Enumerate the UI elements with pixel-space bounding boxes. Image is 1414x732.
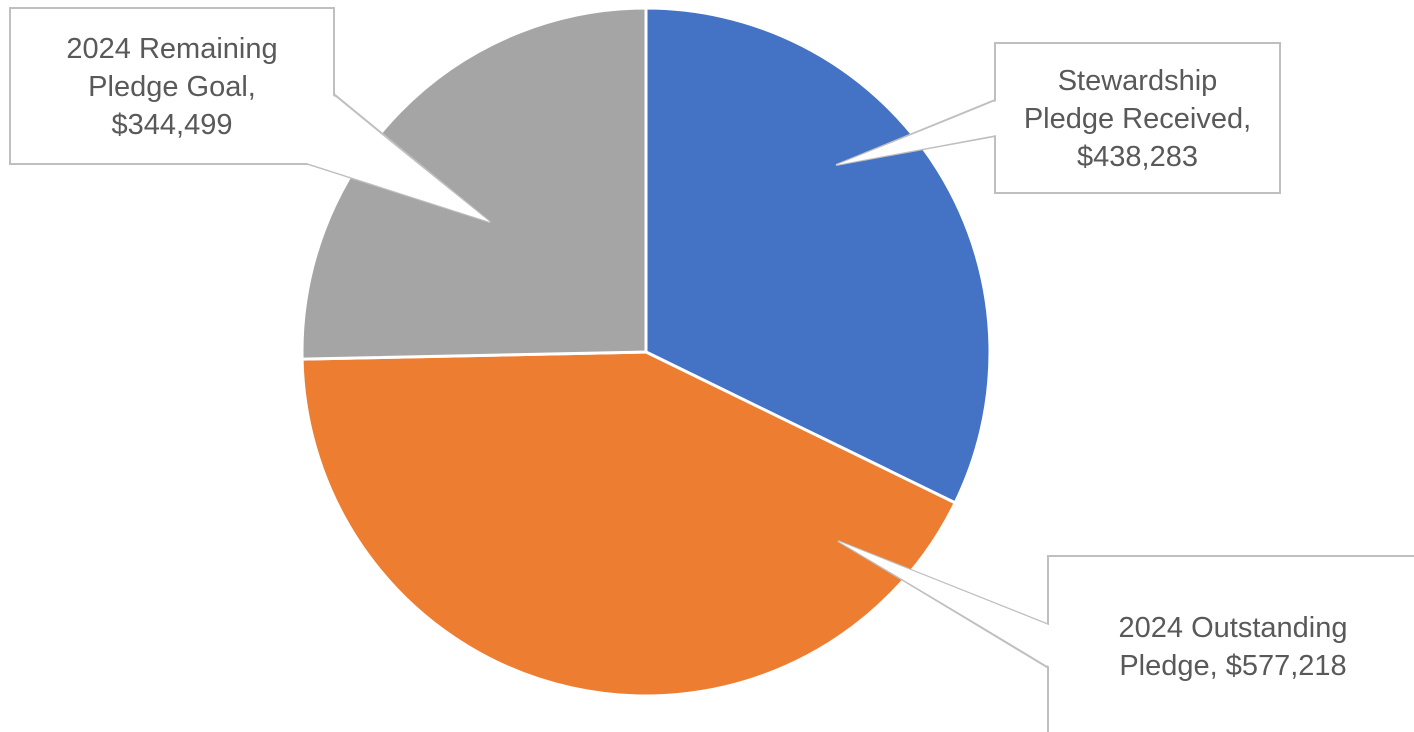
data-label-line: $438,283 xyxy=(1077,141,1198,173)
pie-slice-2 xyxy=(300,350,957,698)
callout-seam xyxy=(836,101,997,165)
data-label-line: 2024 Remaining xyxy=(66,33,277,65)
callout-box xyxy=(994,42,1281,194)
callouts-layer: Stewardship Pledge Received, $438,283 2024 … xyxy=(9,7,1414,732)
data-label-line: Stewardship xyxy=(1058,65,1218,97)
data-label-line: Pledge Goal, xyxy=(88,71,256,103)
callout-box xyxy=(1047,555,1414,732)
callout-seam xyxy=(306,94,490,222)
data-callout-3: 2024 Remaining Pledge Goal, $344,499 xyxy=(9,7,491,223)
data-callout-2: 2024 Outstanding Pledge, $577,218 xyxy=(837,540,1414,732)
callout-seam xyxy=(838,541,1050,667)
callout-box xyxy=(9,7,335,165)
data-callout-1: Stewardship Pledge Received, $438,283 xyxy=(835,42,1281,194)
data-label-line: Pledge, $577,218 xyxy=(1119,650,1346,682)
slices-layer xyxy=(300,6,992,698)
data-label-line: $344,499 xyxy=(112,109,233,141)
pie-slice-1 xyxy=(644,6,992,505)
data-label-line: 2024 Outstanding xyxy=(1119,612,1348,644)
data-label-line: Pledge Received, xyxy=(1024,103,1251,135)
pie-slice-3 xyxy=(300,6,648,361)
